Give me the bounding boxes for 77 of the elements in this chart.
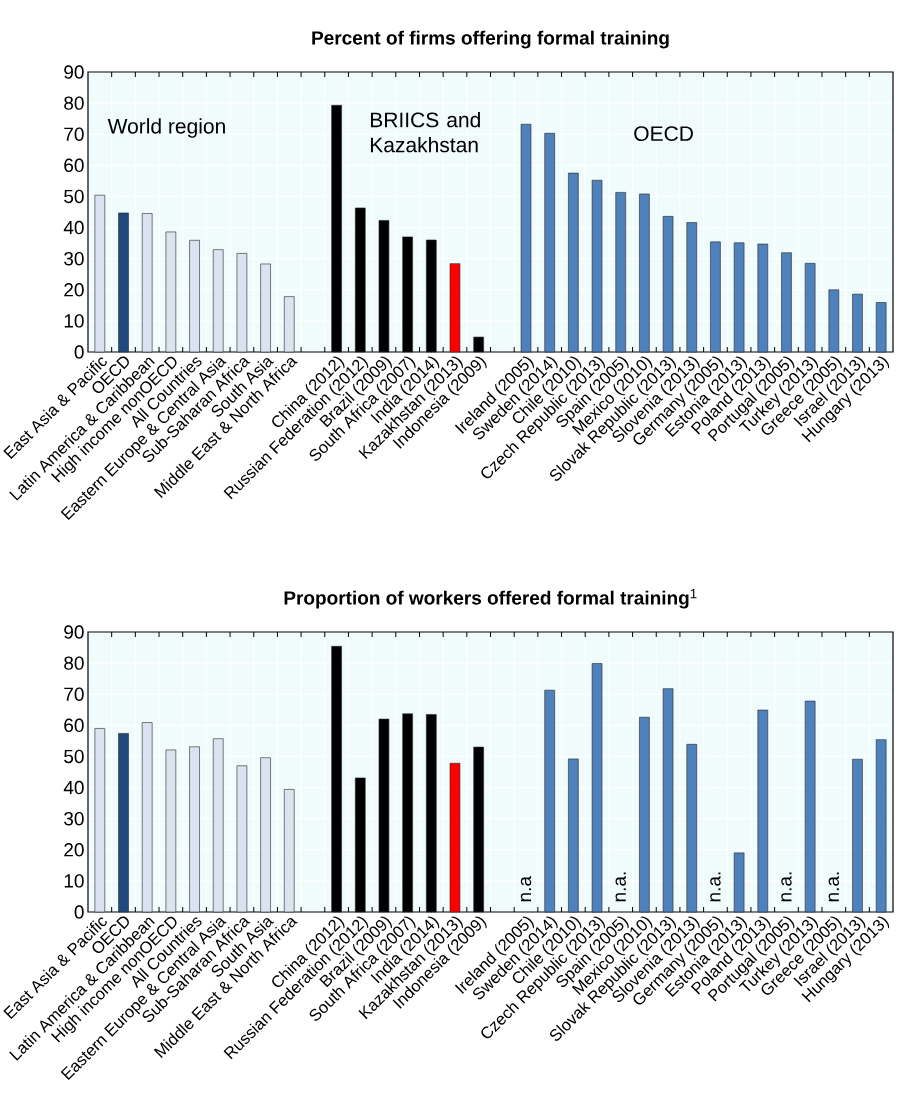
bar — [165, 749, 177, 913]
y-tick-label: 10 — [64, 874, 84, 888]
y-tick-label: 70 — [64, 687, 84, 701]
bar — [852, 293, 863, 353]
bar — [236, 765, 248, 913]
y-tick-label: 80 — [64, 656, 84, 670]
y-tick-label: 50 — [64, 189, 84, 204]
bar — [757, 243, 769, 353]
bar — [686, 744, 698, 913]
chart-title: Percent of firms offering formal training — [312, 30, 669, 49]
bar — [591, 179, 603, 353]
bar — [686, 222, 698, 353]
bar — [449, 263, 461, 353]
bar — [875, 302, 887, 353]
bar — [875, 739, 887, 913]
bar — [662, 216, 674, 353]
bar — [804, 263, 816, 353]
bar — [733, 852, 745, 913]
text: n.a. — [615, 872, 626, 902]
y-tick-label: 0 — [74, 905, 84, 919]
bar — [804, 700, 816, 913]
bar — [639, 716, 650, 913]
text: n.a. — [781, 872, 792, 902]
bar — [212, 249, 224, 353]
bar — [189, 240, 200, 353]
bar — [781, 252, 792, 353]
y-tick-label: 20 — [64, 283, 84, 297]
bar — [118, 212, 129, 353]
bar — [733, 242, 745, 353]
y-tick-label: 90 — [64, 625, 84, 639]
text: n.a. — [710, 872, 721, 902]
y-tick-label: 40 — [63, 780, 84, 795]
bar — [568, 172, 579, 353]
y-tick-label: 10 — [64, 314, 84, 328]
bar — [710, 241, 721, 353]
y-tick-label: 90 — [64, 65, 84, 79]
bar — [662, 688, 674, 913]
bar — [260, 757, 271, 913]
y-tick-label: 80 — [64, 96, 84, 110]
bar — [189, 746, 200, 913]
y-tick-label: 30 — [64, 251, 84, 266]
bar — [591, 663, 603, 913]
bar — [118, 733, 129, 913]
bar — [141, 213, 153, 353]
bar — [544, 689, 555, 913]
bar — [568, 758, 579, 913]
y-tick-label: 60 — [64, 718, 84, 733]
bar — [520, 123, 532, 353]
bar — [544, 132, 555, 353]
bar — [828, 289, 840, 353]
bar — [212, 738, 224, 913]
bar — [141, 722, 153, 913]
bar — [757, 709, 769, 913]
bar — [639, 193, 650, 353]
chart-title: Proportion of workers offered formal training$^{1}$ — [284, 589, 697, 609]
text: n.a — [520, 876, 532, 902]
bar — [94, 194, 106, 353]
annotation: BRIICS and Kazakhstan — [370, 111, 480, 153]
text: n.a. — [828, 872, 840, 902]
y-tick-label: 50 — [64, 749, 84, 764]
y-tick-label: 20 — [64, 843, 84, 857]
bar — [94, 728, 106, 913]
bar — [165, 231, 177, 353]
y-tick-label: 0 — [74, 345, 84, 359]
y-tick-label: 70 — [64, 127, 84, 141]
y-tick-label: 60 — [64, 158, 84, 173]
bar — [283, 296, 295, 353]
annotation: OECD — [634, 126, 693, 142]
annotation: World region — [107, 118, 225, 138]
bar — [615, 192, 626, 353]
bar — [449, 762, 461, 913]
y-tick-label: 40 — [63, 220, 84, 235]
y-tick-label: 30 — [64, 811, 84, 826]
bar — [236, 253, 248, 353]
bar — [260, 263, 271, 353]
bar — [852, 758, 863, 913]
bar — [283, 789, 295, 913]
